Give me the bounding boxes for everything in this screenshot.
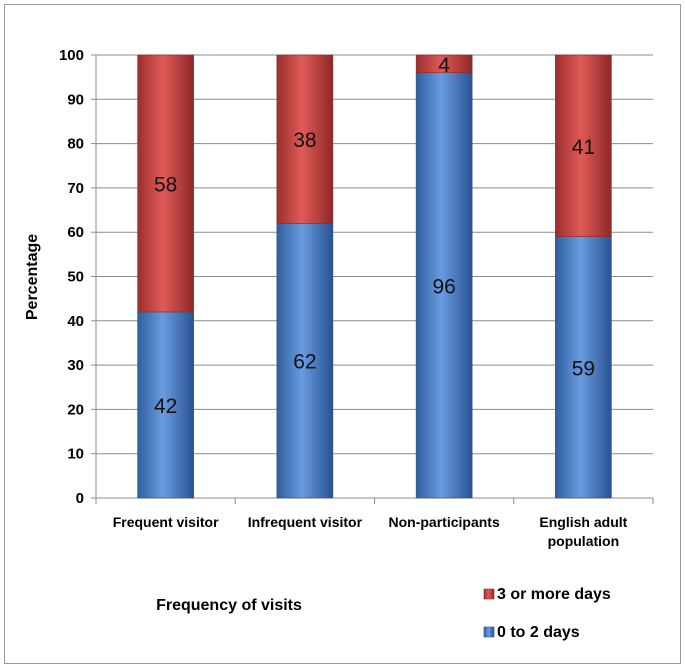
bar-3-or-more-days: [276, 54, 334, 224]
y-tick-label: 10: [67, 446, 84, 463]
x-category-label: English adult: [539, 514, 627, 530]
y-tick-label: 70: [67, 180, 84, 197]
y-tick-label: 80: [67, 136, 84, 153]
y-tick-label: 40: [67, 313, 84, 330]
x-axis-title: Frequency of visits: [156, 597, 302, 614]
y-tick-label: 20: [67, 401, 84, 418]
y-tick-label: 100: [59, 47, 84, 64]
data-label: 58: [154, 173, 177, 196]
legend-label: 0 to 2 days: [497, 624, 580, 641]
x-category-label: Infrequent visitor: [248, 514, 363, 530]
bars: [137, 54, 612, 499]
data-label: 4: [438, 54, 450, 77]
y-tick-label: 50: [67, 269, 84, 286]
y-axis-title: Percentage: [24, 234, 41, 320]
legend-label: 3 or more days: [497, 586, 611, 603]
y-tick-label: 30: [67, 357, 84, 374]
bar-0-to-2-days: [137, 311, 194, 499]
bar-3-or-more-days: [137, 54, 194, 313]
data-label: 59: [572, 357, 595, 380]
legend-swatch: [483, 588, 495, 600]
data-label: 62: [293, 351, 316, 374]
labels: 0 10 20 30 40 50 60 70 80 90 100 42 58 Frequent visit…: [59, 47, 628, 549]
x-category-label: population: [548, 533, 620, 549]
x-category-label: Frequent visitor: [113, 514, 219, 530]
data-label: 41: [572, 136, 595, 159]
legend-swatch: [483, 626, 495, 638]
data-label: 42: [154, 395, 177, 418]
y-tick-label: 60: [67, 224, 84, 241]
y-tick-label: 0: [76, 490, 84, 507]
bar-3-or-more-days: [415, 54, 473, 74]
legend: 3 or more days 0 to 2 days: [483, 586, 611, 641]
x-category-label: Non-participants: [389, 514, 500, 530]
y-tick-label: 90: [67, 91, 84, 108]
bar-3-or-more-days: [555, 54, 612, 237]
data-label: 96: [432, 275, 455, 298]
bar-0-to-2-days: [555, 236, 612, 499]
data-label: 38: [293, 129, 316, 152]
bar-0-to-2-days: [415, 72, 473, 499]
